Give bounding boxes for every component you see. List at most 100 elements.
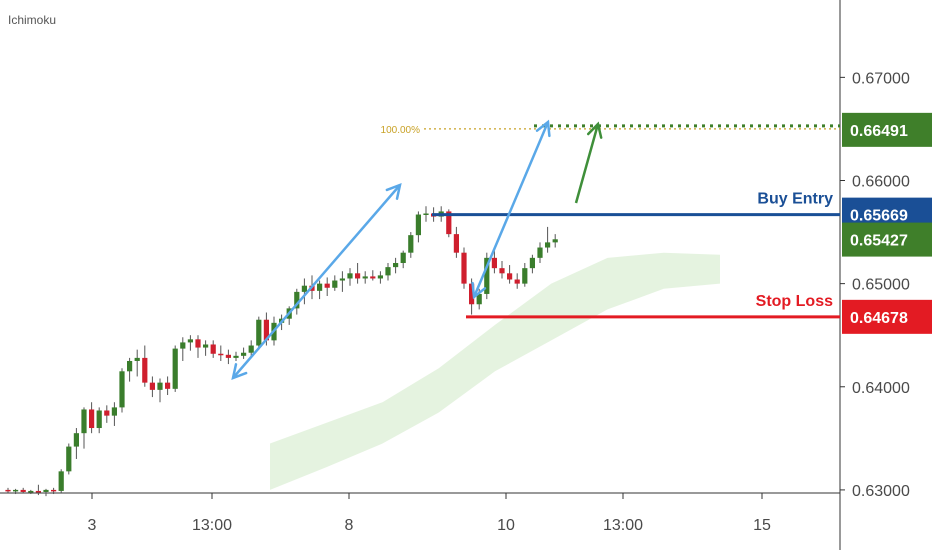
x-tick-label: 3 <box>88 517 97 534</box>
arrow-head <box>586 121 603 139</box>
candle-body <box>248 345 254 353</box>
stop-loss-badge <box>842 299 932 334</box>
candle-body <box>476 293 482 305</box>
candle-body <box>355 273 361 279</box>
ichimoku-cloud <box>270 252 720 490</box>
x-tick-label: 15 <box>753 517 771 534</box>
candle-body <box>324 283 330 288</box>
candle-body <box>499 268 505 274</box>
candle-body <box>362 276 368 279</box>
x-tick-label: 13:00 <box>603 517 643 534</box>
buy-entry-label: Buy Entry <box>757 191 833 208</box>
candle-body <box>73 433 79 447</box>
candle-body <box>28 490 34 493</box>
current-price-badge <box>842 222 932 257</box>
candle-body <box>537 247 543 258</box>
candle-body <box>446 211 452 235</box>
candle-body <box>453 234 459 253</box>
candle-body <box>339 278 345 281</box>
candle-body <box>347 273 353 279</box>
y-tick-label: 0.63000 <box>852 483 910 500</box>
candle-body <box>263 319 269 341</box>
candle-body <box>43 489 49 492</box>
double-arrow-line <box>472 121 550 298</box>
candle-body <box>142 357 148 383</box>
buy-entry-badge-text: 0.65669 <box>850 208 908 225</box>
candle-body <box>51 489 57 492</box>
y-tick-label: 0.67000 <box>852 70 910 87</box>
candle-body <box>370 276 376 279</box>
candle-body <box>20 489 26 492</box>
candle-body <box>393 263 399 268</box>
stop-loss-badge-text: 0.64678 <box>850 310 908 327</box>
stop-loss-label: Stop Loss <box>756 293 833 310</box>
y-tick-label: 0.65000 <box>852 277 910 294</box>
candle-body <box>180 342 186 349</box>
candle-body <box>514 279 520 284</box>
candle-body <box>187 339 193 343</box>
current-price-badge-text: 0.65427 <box>850 233 908 250</box>
candle-body <box>165 382 171 389</box>
candle-body <box>385 267 391 276</box>
candle-body <box>66 446 72 472</box>
candle-body <box>149 382 155 390</box>
target-badge-text: 0.66491 <box>850 123 908 140</box>
y-tick-label: 0.66000 <box>852 173 910 190</box>
candle-body <box>317 283 323 291</box>
double-arrow-line <box>232 184 401 379</box>
target-badge <box>842 112 932 147</box>
candle-body <box>256 319 262 346</box>
candle-body <box>111 407 117 416</box>
candle-body <box>529 257 535 269</box>
candle-body <box>545 242 551 248</box>
candle-body <box>332 280 338 288</box>
candle-body <box>241 352 247 356</box>
candle-body <box>461 252 467 284</box>
target-arrow-line <box>574 123 600 204</box>
candle-body <box>134 357 140 361</box>
candle-body <box>35 490 41 493</box>
candle-body <box>104 410 110 416</box>
indicator-label: Ichimoku <box>8 13 57 27</box>
candle-body <box>552 239 558 243</box>
candle-body <box>89 409 95 429</box>
candle-body <box>408 235 414 253</box>
candle-body <box>218 353 224 356</box>
candle-body <box>210 344 216 354</box>
x-tick-label: 10 <box>497 517 515 534</box>
candle-body <box>294 291 300 309</box>
y-tick-label: 0.64000 <box>852 380 910 397</box>
arrow-head <box>231 363 248 380</box>
candle-body <box>233 355 239 358</box>
candle-body <box>423 213 429 215</box>
x-tick-label: 13:00 <box>192 517 232 534</box>
candle-body <box>58 471 64 491</box>
candle-body <box>225 354 231 358</box>
candle-body <box>81 409 87 434</box>
candle-body <box>5 489 11 492</box>
candle-body <box>301 285 307 292</box>
candle-body <box>522 268 528 284</box>
candle-body <box>172 348 178 389</box>
candle-body <box>203 344 209 348</box>
candle-body <box>127 360 133 372</box>
arrow-head <box>471 281 487 300</box>
candle-body <box>13 489 19 492</box>
candle-body <box>507 273 513 280</box>
arrow-head <box>385 183 402 200</box>
candle-body <box>400 252 406 264</box>
candle-body <box>491 257 497 269</box>
candle-body <box>469 283 475 305</box>
fib-level-label: 100.00% <box>381 125 421 136</box>
candle-body <box>377 275 383 279</box>
candle-body <box>119 371 125 408</box>
candle-body <box>157 382 163 390</box>
x-tick-label: 8 <box>345 517 354 534</box>
candle-body <box>415 214 421 236</box>
arrow-head <box>535 119 551 138</box>
candle-body <box>96 410 102 429</box>
candle-body <box>484 257 490 294</box>
candle-body <box>195 339 201 348</box>
